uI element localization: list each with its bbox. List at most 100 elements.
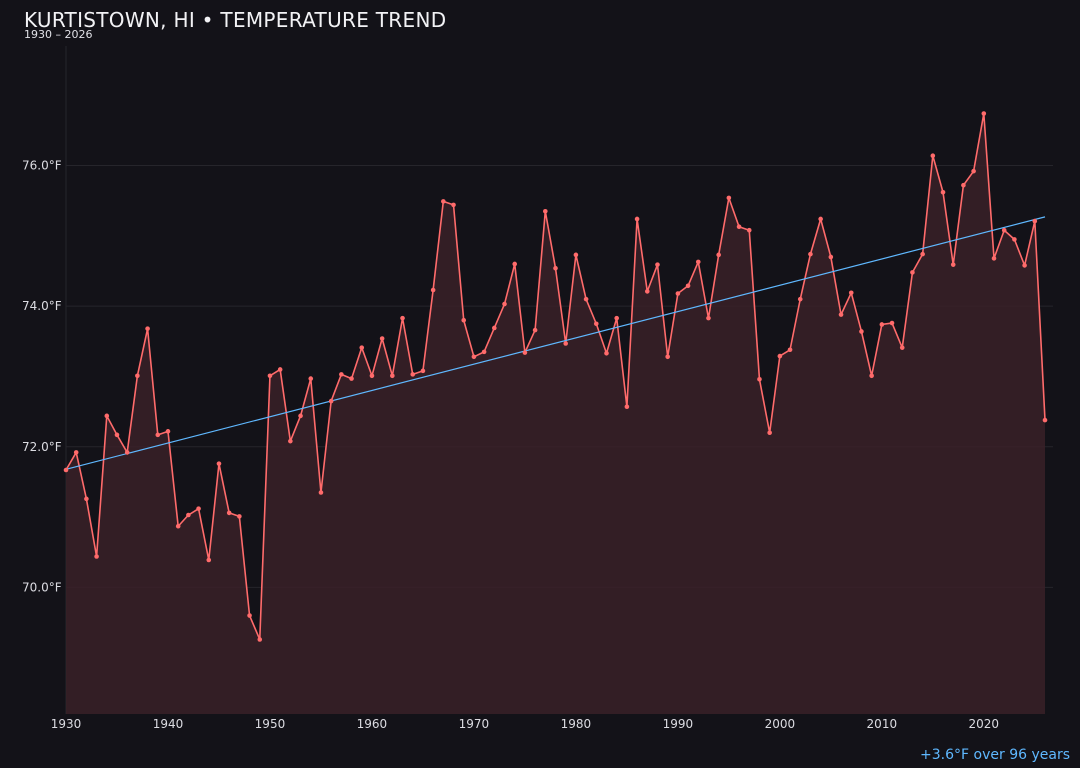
data-point [237, 514, 242, 519]
data-point [471, 354, 477, 360]
data-point [1042, 417, 1048, 423]
x-tick-label: 1980 [561, 717, 592, 731]
x-tick-label: 2000 [765, 717, 796, 731]
x-axis-ticks: 1930 1940 1950 1960 1970 1980 1990 2000 2010 2020 [51, 717, 999, 731]
data-point [879, 322, 885, 327]
data-point [135, 373, 140, 379]
data-point [726, 195, 732, 201]
data-point [573, 252, 579, 258]
data-point [512, 261, 518, 267]
data-point [838, 312, 844, 317]
data-point [298, 413, 303, 419]
data-point [930, 153, 936, 158]
data-point [522, 350, 528, 355]
x-tick-label: 2010 [867, 717, 898, 731]
data-point [1001, 227, 1007, 233]
data-point [920, 251, 925, 257]
data-point [706, 315, 711, 321]
data-point [695, 259, 701, 265]
data-point [685, 283, 691, 289]
data-point [818, 216, 823, 222]
data-point [757, 377, 762, 382]
data-point [308, 376, 314, 381]
data-point [461, 317, 467, 323]
data-point [186, 512, 191, 518]
data-point [767, 430, 772, 436]
x-tick-label: 1970 [459, 717, 490, 731]
data-point [583, 296, 589, 302]
data-point [73, 450, 79, 455]
data-point [787, 347, 793, 353]
data-point [63, 467, 69, 473]
data-point [84, 496, 89, 502]
data-point [359, 345, 365, 350]
data-point [216, 461, 222, 466]
data-point [828, 254, 834, 260]
data-point [543, 208, 548, 214]
data-point [441, 199, 446, 204]
data-point [777, 353, 783, 359]
data-point [114, 432, 120, 438]
data-point [808, 251, 813, 257]
data-point [247, 613, 252, 618]
data-point [267, 373, 273, 379]
data-point [940, 189, 946, 195]
data-point [430, 287, 436, 293]
y-tick-label: 76.0°F [22, 159, 62, 173]
x-tick-label: 2020 [969, 717, 1000, 731]
data-point [532, 327, 538, 333]
data-point [155, 432, 161, 438]
data-point [165, 429, 171, 434]
data-point [991, 256, 997, 261]
data-point [869, 373, 874, 379]
data-point [655, 262, 660, 267]
data-point [553, 265, 558, 271]
data-point [206, 557, 212, 563]
data-point [318, 490, 324, 495]
data-point [349, 376, 354, 381]
data-point [226, 510, 232, 516]
data-point [644, 289, 650, 294]
y-tick-label: 70.0°F [22, 580, 62, 594]
area-layer [66, 113, 1045, 714]
y-axis-ticks: 70.0°F 72.0°F 74.0°F 76.0°F [22, 159, 62, 595]
y-tick-label: 74.0°F [22, 299, 62, 313]
data-point [196, 506, 201, 511]
data-point [124, 450, 130, 455]
data-point [94, 554, 99, 559]
data-point [889, 320, 895, 326]
data-point [950, 262, 956, 267]
data-point [277, 367, 283, 372]
data-point [288, 438, 293, 444]
data-point [604, 350, 609, 356]
data-point [899, 345, 905, 350]
data-point [1032, 218, 1038, 224]
data-point [716, 252, 721, 258]
data-point [746, 227, 752, 233]
data-point [339, 372, 344, 377]
data-point [797, 296, 803, 302]
data-point [910, 270, 915, 275]
x-tick-label: 1940 [153, 717, 184, 731]
y-tick-label: 72.0°F [22, 440, 62, 454]
trend-line [65, 216, 1046, 470]
temperature-area [66, 113, 1045, 714]
data-point [420, 368, 426, 374]
x-tick-label: 1990 [663, 717, 694, 731]
data-point [492, 325, 497, 331]
data-point [859, 329, 864, 334]
data-point [410, 372, 416, 377]
data-point [379, 336, 385, 341]
data-point [848, 290, 854, 296]
data-point [451, 202, 456, 208]
data-point [369, 373, 375, 379]
data-point [665, 354, 670, 360]
trend-layer [65, 216, 1046, 470]
data-point [328, 398, 334, 404]
x-tick-label: 1950 [255, 717, 286, 731]
data-point [400, 315, 405, 321]
data-point [563, 341, 568, 346]
data-point [175, 523, 181, 529]
data-point [481, 349, 487, 355]
